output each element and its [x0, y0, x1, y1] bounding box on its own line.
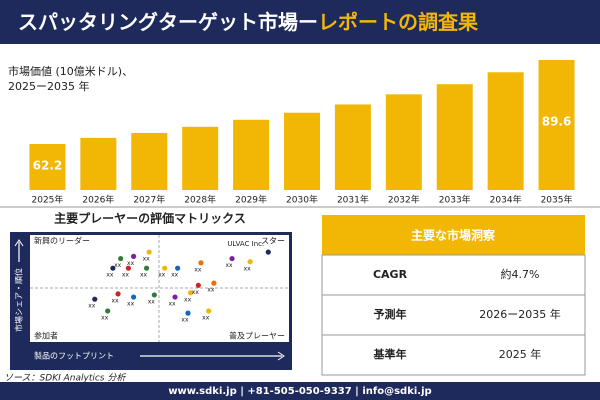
matrix-point: [265, 249, 271, 255]
matrix-point: [143, 265, 150, 271]
table-body: [321, 254, 586, 376]
x-tick-label: 2034年: [490, 194, 522, 206]
bar: [334, 104, 371, 190]
matrix-point: [211, 280, 217, 286]
point-label: xx: [114, 262, 122, 269]
arrow-head: [277, 351, 285, 361]
bar: [436, 84, 473, 190]
row-value: 約4.7%: [501, 267, 540, 281]
point-label: xx: [184, 296, 192, 303]
quadrant-label: 普及プレーヤー: [229, 331, 285, 341]
title-yellow: レポートの調査果: [318, 10, 478, 34]
row-value: 2025 年: [499, 347, 542, 361]
bar: [538, 60, 575, 190]
point-label: xx: [194, 266, 202, 273]
matrix-point: [131, 294, 137, 300]
value-label: 89.6: [542, 115, 572, 129]
x-tick-label: 2029年: [235, 194, 267, 206]
x-tick-label: 2026年: [82, 194, 114, 206]
subtitle-1: 市場価値 (10億米ドル)、: [8, 64, 133, 78]
matrix-point: [118, 255, 124, 262]
bar: [182, 126, 219, 190]
source: ソース：SDKI Analytics 分析: [4, 373, 126, 384]
point-label: xx: [158, 272, 166, 279]
matrix-point: [175, 265, 181, 271]
row-key: 基準年: [373, 347, 407, 361]
matrix-point: [92, 296, 98, 302]
table-header: [322, 215, 585, 255]
matrix-point: [110, 265, 116, 271]
footer-band: [0, 382, 600, 400]
point-label: xx: [225, 262, 233, 269]
matrix-point: [206, 308, 212, 314]
matrix-point: [187, 290, 194, 296]
x-tick-label: 2033年: [439, 194, 471, 206]
x-tick-label: 2028年: [184, 194, 216, 206]
point-label: xx: [202, 314, 210, 321]
matrix-point: [185, 310, 191, 316]
bar: [487, 72, 524, 190]
row-key: CAGR: [373, 268, 408, 281]
quadrant-label: 新興のリーダー: [34, 236, 90, 246]
matrix-x-label: 製品のフットプリント: [34, 351, 114, 361]
header-band: [0, 0, 600, 44]
matrix-point: [247, 259, 253, 265]
x-tick-label: 2035年: [541, 194, 573, 206]
header-title: スパッタリングターゲット市場ーレポートの調査果: [18, 10, 478, 34]
matrix-point: [151, 292, 157, 298]
point-label: xx: [207, 287, 215, 294]
row-value: 2026ー2035 年: [479, 307, 561, 321]
x-tick-label: 2031年: [337, 194, 369, 206]
table-title: 主要な市場洞察: [411, 228, 496, 243]
point-label: xx: [244, 265, 252, 272]
quadrant-label: スター: [261, 237, 285, 246]
point-label: xx: [148, 298, 156, 305]
point-label: xx: [101, 314, 109, 321]
value-label: 62.2: [33, 159, 63, 173]
title-white: スパッタリングターゲット市場ー: [18, 10, 318, 34]
quadrant-label: 参加者: [34, 331, 58, 341]
footer: www.sdki.jp | +81-505-050-9337 | info@sd…: [168, 386, 431, 397]
point-label: ULVAC Inc.: [227, 240, 264, 248]
bar: [233, 119, 270, 190]
x-tick-label: 2027年: [133, 194, 165, 206]
point-label: xx: [122, 272, 130, 279]
point-label: xx: [127, 260, 135, 267]
bar: [131, 132, 168, 190]
bar: [385, 94, 422, 190]
bar: [284, 112, 320, 190]
matrix-point: [131, 253, 137, 259]
bar: [80, 137, 117, 190]
bar: [29, 144, 66, 190]
point-label: xx: [181, 317, 189, 324]
matrix-point: [105, 308, 111, 314]
subtitle-2: 2025ー2035 年: [8, 79, 90, 93]
point-label: xx: [127, 301, 135, 308]
matrix-point: [162, 265, 168, 271]
point-label: xx: [140, 272, 148, 279]
matrix-point: [198, 260, 204, 266]
matrix-point: [125, 265, 132, 271]
point-label: xx: [171, 272, 179, 279]
matrix-point: [146, 249, 152, 255]
arrow-head: [14, 239, 24, 247]
matrix-point: [195, 282, 201, 288]
point-label: xx: [192, 289, 200, 296]
point-label: xx: [143, 256, 151, 263]
matrix-title: 主要プレーヤーの評価マトリックス: [54, 211, 246, 226]
matrix-point: [172, 294, 178, 300]
matrix-point: [229, 255, 235, 262]
point-label: xx: [112, 297, 120, 304]
x-tick-label: 2030年: [286, 194, 318, 206]
point-label: xx: [88, 303, 96, 310]
matrix-y-label: 市場シェア・順位: [14, 268, 24, 332]
x-tick-label: 2025年: [32, 194, 64, 206]
matrix-point: [115, 291, 121, 297]
row-key: 予測年: [374, 307, 407, 321]
x-tick-label: 2032年: [388, 194, 420, 206]
point-label: xx: [168, 301, 176, 308]
point-label: xx: [106, 272, 114, 279]
